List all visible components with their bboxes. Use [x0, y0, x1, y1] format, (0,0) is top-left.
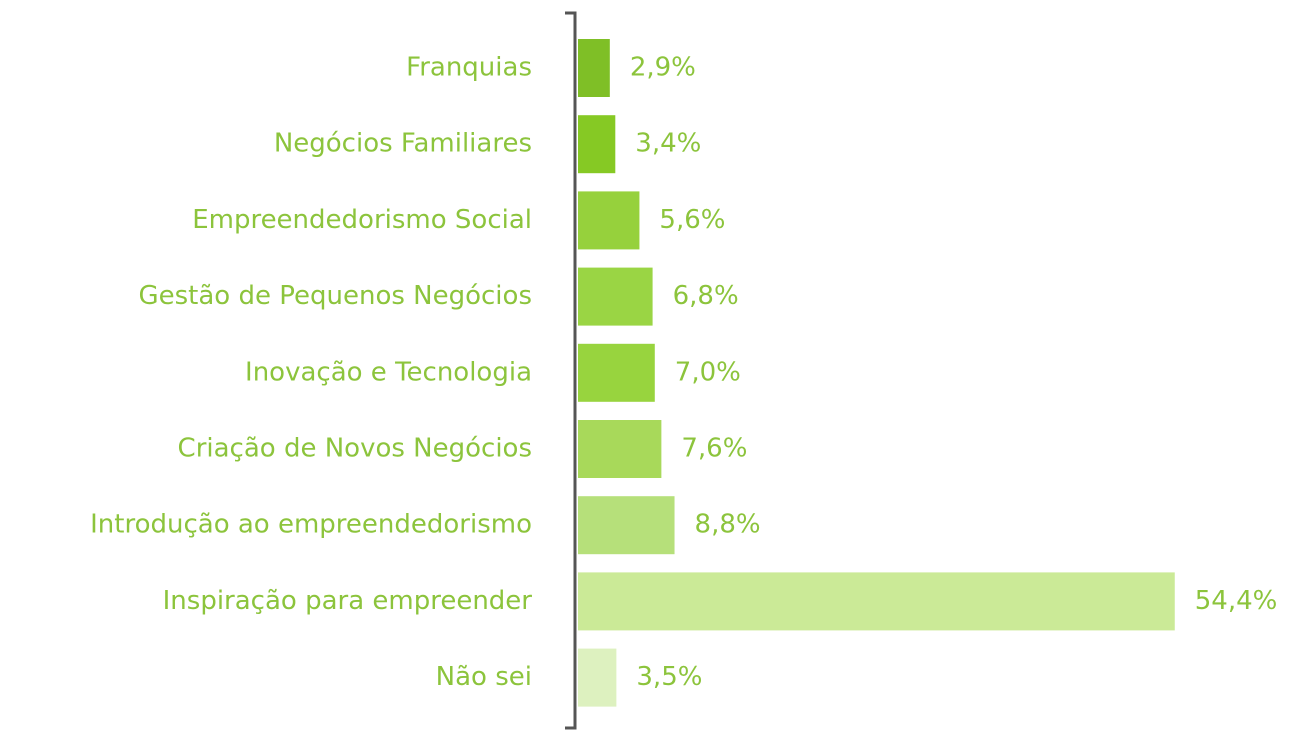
category-label: Não sei	[436, 662, 532, 692]
bar	[578, 572, 1175, 631]
category-label: Criação de Novos Negócios	[178, 434, 532, 464]
category-label: Inovação e Tecnologia	[245, 357, 532, 387]
bar	[578, 648, 617, 707]
axis-bracket	[565, 11, 577, 730]
bar	[578, 39, 610, 97]
value-label: 3,5%	[636, 662, 702, 692]
category-label: Introdução ao empreendedorismo	[90, 510, 532, 540]
category-label: Inspiração para empreender	[163, 586, 533, 616]
value-label: 3,4%	[635, 129, 701, 159]
value-label: 2,9%	[630, 53, 696, 83]
value-label: 6,8%	[673, 281, 739, 311]
category-label: Gestão de Pequenos Negócios	[138, 281, 532, 311]
bar	[578, 496, 675, 555]
value-label: 7,6%	[681, 434, 747, 464]
value-label: 54,4%	[1195, 586, 1278, 616]
category-label: Empreendedorismo Social	[192, 205, 532, 235]
bar	[578, 267, 653, 326]
category-label: Negócios Familiares	[274, 129, 532, 159]
value-label: 5,6%	[659, 205, 725, 235]
value-label: 7,0%	[675, 357, 741, 387]
bar	[578, 115, 616, 174]
category-label: Franquias	[406, 53, 532, 83]
bar	[578, 420, 662, 478]
bar	[578, 191, 640, 250]
value-label: 8,8%	[695, 510, 761, 540]
bar	[578, 343, 655, 402]
